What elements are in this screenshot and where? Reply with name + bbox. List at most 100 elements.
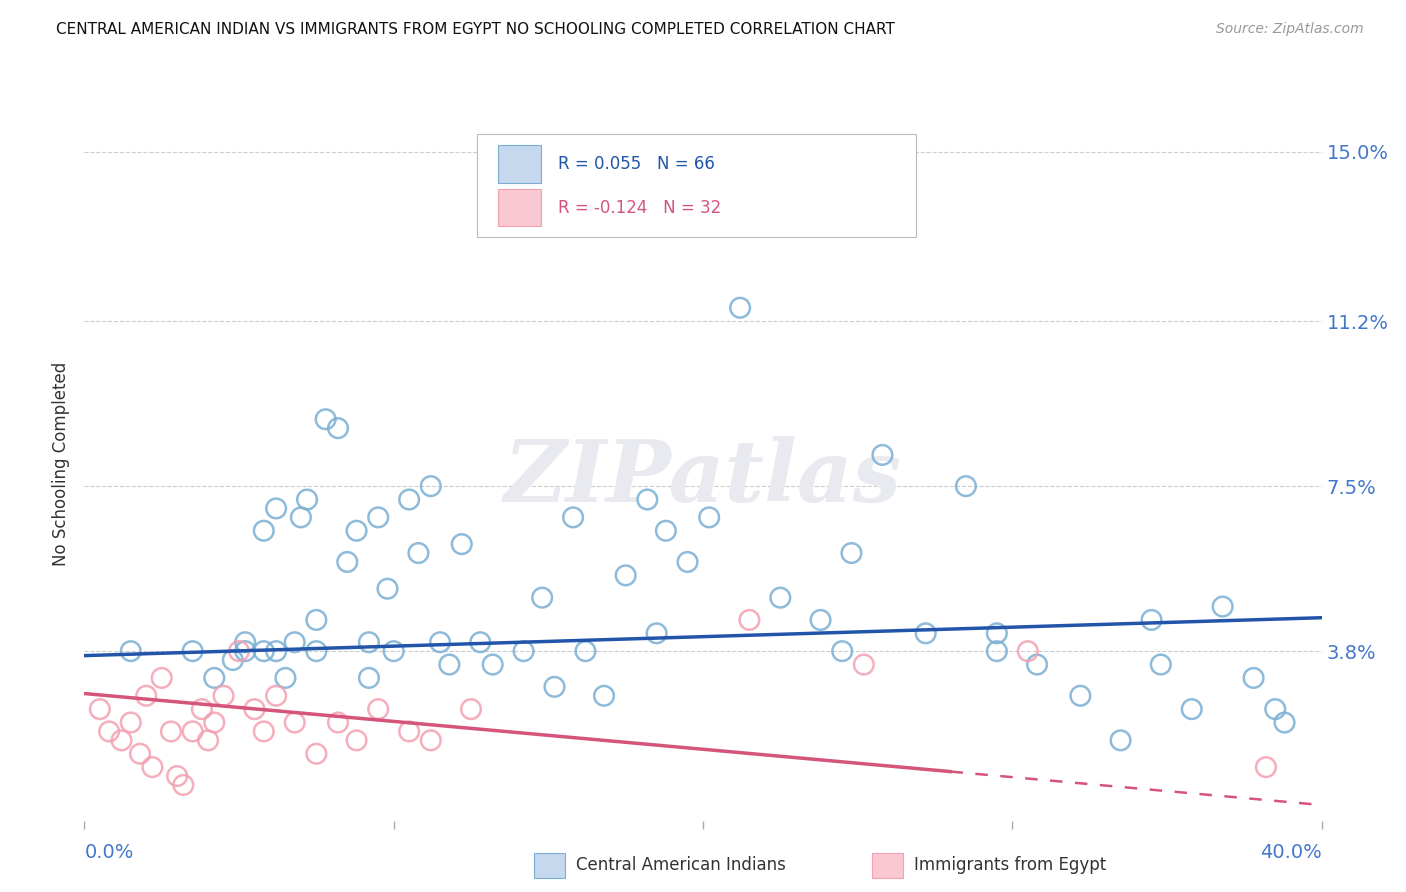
- Point: [336, 555, 359, 569]
- Point: [1264, 702, 1286, 716]
- Point: [315, 412, 337, 426]
- Point: [367, 510, 389, 524]
- Point: [872, 448, 894, 462]
- Point: [141, 760, 163, 774]
- Point: [264, 644, 287, 658]
- Point: [305, 613, 328, 627]
- Point: [382, 644, 405, 658]
- Point: [481, 657, 503, 672]
- Point: [636, 492, 658, 507]
- Point: [728, 301, 751, 315]
- Point: [419, 733, 441, 747]
- Point: [212, 689, 235, 703]
- Point: [326, 421, 349, 435]
- Point: [233, 635, 256, 649]
- Point: [228, 644, 250, 658]
- Point: [439, 657, 461, 672]
- Point: [357, 671, 380, 685]
- Point: [197, 733, 219, 747]
- Point: [305, 644, 328, 658]
- Point: [655, 524, 678, 538]
- Point: [326, 715, 349, 730]
- Point: [181, 724, 204, 739]
- Point: [160, 724, 183, 739]
- Point: [367, 702, 389, 716]
- Point: [398, 492, 420, 507]
- Point: [346, 524, 368, 538]
- Point: [150, 671, 173, 685]
- Point: [1274, 715, 1296, 730]
- Point: [986, 644, 1008, 658]
- Point: [531, 591, 554, 605]
- Point: [593, 689, 616, 703]
- Point: [852, 657, 875, 672]
- Point: [135, 689, 157, 703]
- Point: [295, 492, 318, 507]
- Point: [172, 778, 194, 792]
- Point: [769, 591, 792, 605]
- Point: [419, 479, 441, 493]
- Text: Source: ZipAtlas.com: Source: ZipAtlas.com: [1216, 22, 1364, 37]
- Point: [841, 546, 863, 560]
- Point: [460, 702, 482, 716]
- Point: [645, 626, 668, 640]
- Text: CENTRAL AMERICAN INDIAN VS IMMIGRANTS FROM EGYPT NO SCHOOLING COMPLETED CORRELAT: CENTRAL AMERICAN INDIAN VS IMMIGRANTS FR…: [56, 22, 896, 37]
- Point: [253, 644, 276, 658]
- Point: [1026, 657, 1049, 672]
- Point: [676, 555, 699, 569]
- Point: [810, 613, 832, 627]
- Point: [357, 635, 380, 649]
- Point: [253, 724, 276, 739]
- Point: [562, 510, 585, 524]
- Point: [1109, 733, 1132, 747]
- Point: [120, 715, 142, 730]
- Point: [346, 733, 368, 747]
- Point: [697, 510, 720, 524]
- Point: [1069, 689, 1091, 703]
- Point: [274, 671, 297, 685]
- Point: [1254, 760, 1277, 774]
- Point: [202, 715, 225, 730]
- Point: [233, 644, 256, 658]
- Point: [1212, 599, 1234, 614]
- Point: [986, 626, 1008, 640]
- Text: 0.0%: 0.0%: [84, 843, 134, 862]
- Point: [110, 733, 132, 747]
- Point: [450, 537, 472, 551]
- Point: [202, 671, 225, 685]
- Point: [512, 644, 534, 658]
- Point: [1181, 702, 1204, 716]
- Text: R = -0.124   N = 32: R = -0.124 N = 32: [558, 199, 721, 217]
- Point: [243, 702, 266, 716]
- Point: [738, 613, 761, 627]
- Point: [955, 479, 977, 493]
- Point: [290, 510, 312, 524]
- Point: [284, 715, 307, 730]
- Text: ZIPatlas: ZIPatlas: [503, 436, 903, 520]
- Point: [1140, 613, 1163, 627]
- Point: [89, 702, 111, 716]
- Point: [284, 635, 307, 649]
- Point: [614, 568, 637, 582]
- Point: [253, 524, 276, 538]
- Point: [398, 724, 420, 739]
- Text: R = 0.055   N = 66: R = 0.055 N = 66: [558, 154, 716, 172]
- Point: [1150, 657, 1173, 672]
- Point: [222, 653, 245, 667]
- Y-axis label: No Schooling Completed: No Schooling Completed: [52, 362, 70, 566]
- Point: [470, 635, 492, 649]
- Point: [574, 644, 596, 658]
- Point: [191, 702, 214, 716]
- Point: [543, 680, 565, 694]
- Point: [181, 644, 204, 658]
- Point: [1243, 671, 1265, 685]
- Point: [831, 644, 853, 658]
- Point: [377, 582, 399, 596]
- Point: [501, 153, 523, 168]
- Text: Immigrants from Egypt: Immigrants from Egypt: [914, 856, 1107, 874]
- Point: [914, 626, 936, 640]
- Point: [166, 769, 188, 783]
- Point: [264, 689, 287, 703]
- Point: [120, 644, 142, 658]
- Point: [408, 546, 430, 560]
